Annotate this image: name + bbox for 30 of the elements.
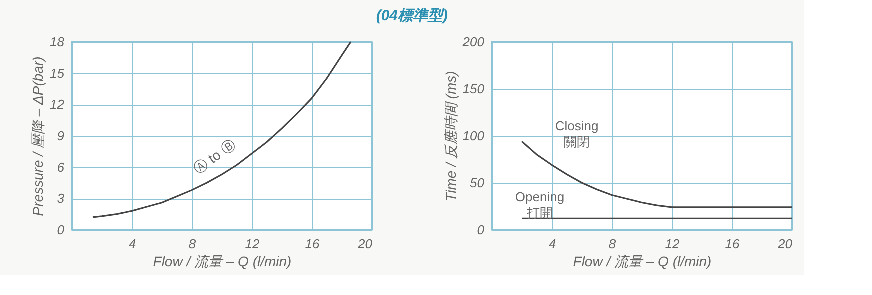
y-tick-label: 100 xyxy=(462,128,486,144)
y-tick-label: 12 xyxy=(50,97,66,112)
y-axis-title: Time / 反應時間 (ms) xyxy=(442,71,459,202)
y-tick-label: 6 xyxy=(57,160,66,175)
y-axis-title: Pressure / 壓降 – ΔP(bar) xyxy=(30,56,46,216)
y-tick-label: 50 xyxy=(470,176,486,190)
text: (04標準型) xyxy=(376,7,448,24)
x-tick-label: 8 xyxy=(608,236,617,252)
y-tick-label: 0 xyxy=(57,222,66,238)
x-tick-label: 4 xyxy=(548,236,556,252)
y-tick-label: 18 xyxy=(50,34,66,50)
x-tick-label: 20 xyxy=(357,236,374,252)
x-tick-label: 12 xyxy=(245,236,260,252)
y-tick-label: 15 xyxy=(50,66,66,81)
y-tick-label: 150 xyxy=(462,82,486,96)
y-tick-label: 200 xyxy=(462,34,486,50)
x-tick-label: 4 xyxy=(128,236,136,252)
x-tick-label: 16 xyxy=(725,236,740,252)
annotation: Ⓐ to Ⓑ xyxy=(190,136,239,177)
y-tick-label: 0 xyxy=(477,222,486,238)
x-axis-title: Flow / 流量 – Q (l/min) xyxy=(573,254,712,270)
y-tick-label: 3 xyxy=(57,191,66,206)
line-series xyxy=(92,41,352,218)
x-tick-label: 8 xyxy=(188,236,197,252)
x-tick-label: 12 xyxy=(665,236,680,252)
series-label: Closing 關閉 xyxy=(555,118,599,150)
x-tick-label: 20 xyxy=(777,236,794,252)
x-axis-title: Flow / 流量 – Q (l/min) xyxy=(153,254,292,270)
y-tick-label: 9 xyxy=(57,128,64,144)
x-tick-label: 16 xyxy=(305,236,320,252)
